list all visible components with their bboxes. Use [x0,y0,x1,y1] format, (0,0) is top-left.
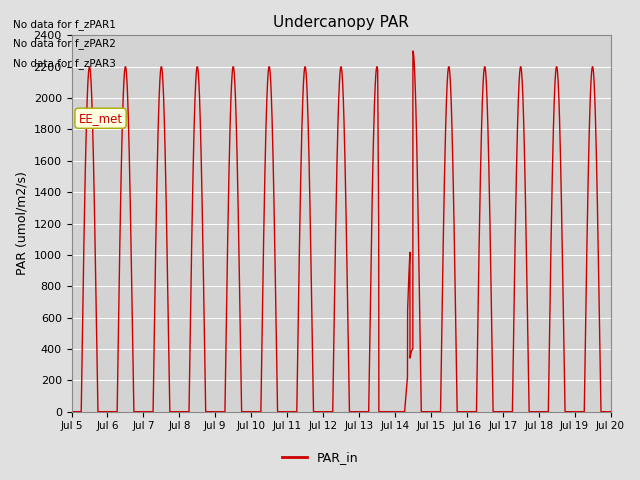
Text: EE_met: EE_met [79,112,123,125]
Text: No data for f_zPAR3: No data for f_zPAR3 [13,58,116,69]
Legend: PAR_in: PAR_in [276,446,364,469]
Title: Undercanopy PAR: Undercanopy PAR [273,15,409,30]
Text: No data for f_zPAR2: No data for f_zPAR2 [13,38,116,49]
Text: No data for f_zPAR1: No data for f_zPAR1 [13,19,116,30]
Y-axis label: PAR (umol/m2/s): PAR (umol/m2/s) [15,171,28,276]
